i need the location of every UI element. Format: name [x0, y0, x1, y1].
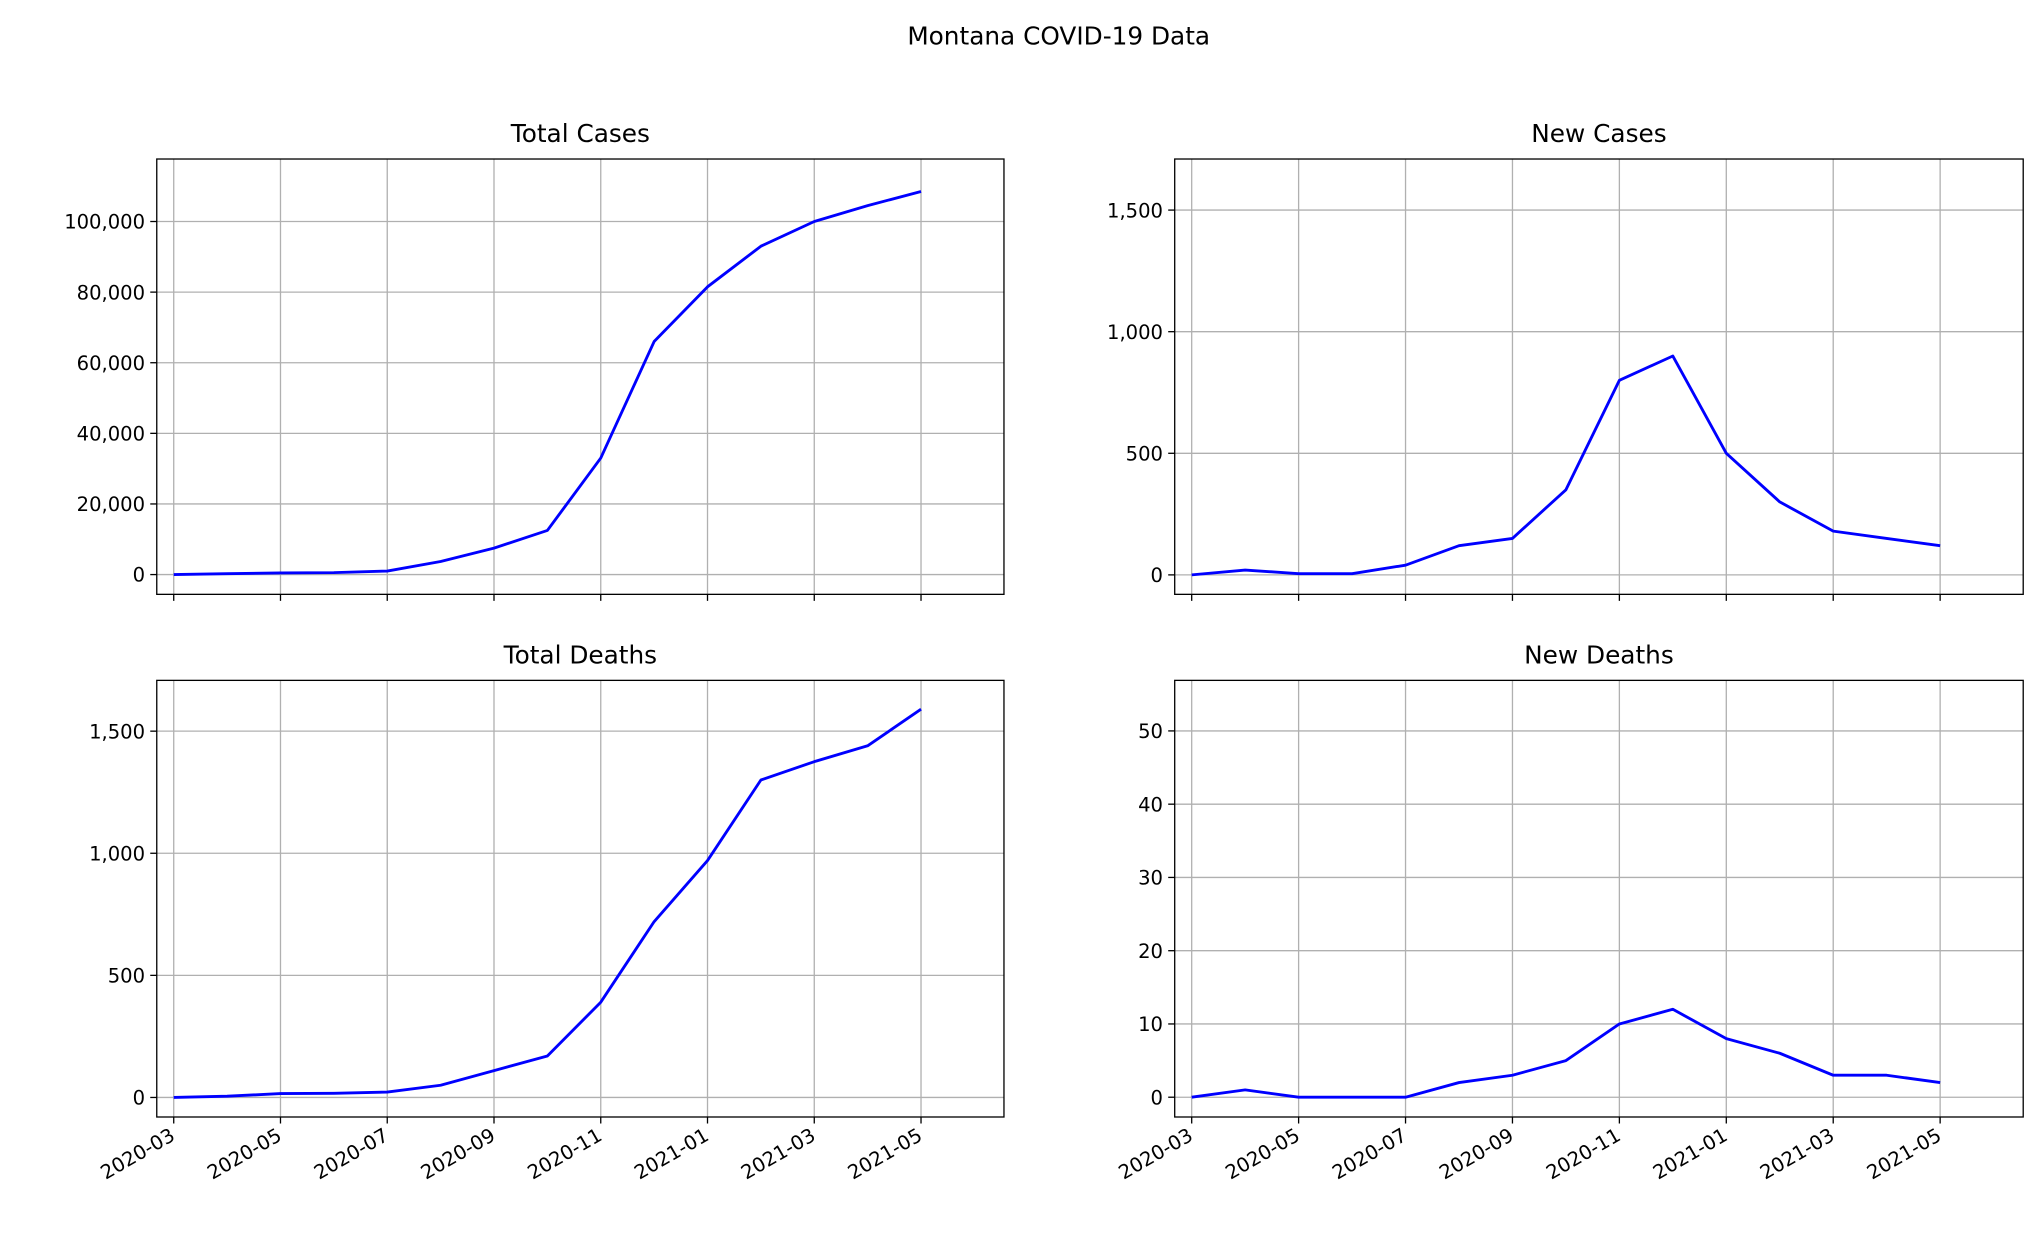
axes-frame — [1174, 679, 2024, 1118]
x-tick-label: 2020-05 — [1221, 1124, 1303, 1185]
figure-title: Montana COVID-19 Data — [907, 21, 1210, 50]
y-tick-label: 0 — [1151, 1086, 1163, 1109]
y-tick-label: 100,000 — [64, 211, 145, 234]
y-tick-label: 1,500 — [1107, 199, 1163, 222]
x-tick-label: 2021-01 — [1649, 1124, 1731, 1185]
subplot-title: Total Cases — [510, 119, 650, 148]
x-tick-label: 2020-03 — [97, 1124, 179, 1185]
y-tick-label: 500 — [108, 965, 145, 988]
data-line — [1191, 1007, 1941, 1099]
x-tick-label: 2020-07 — [1328, 1124, 1410, 1185]
y-tick-label: 20 — [1138, 940, 1163, 963]
y-tick-label: 0 — [133, 1087, 145, 1110]
data-line — [1191, 354, 1941, 577]
y-tick-label: 40,000 — [77, 423, 145, 446]
y-tick-label: 10 — [1138, 1013, 1163, 1036]
y-tick-label: 1,000 — [89, 842, 145, 865]
x-tick-label: 2020-11 — [1542, 1124, 1624, 1185]
x-tick-label: 2020-09 — [417, 1124, 499, 1185]
x-tick-label: 2021-01 — [630, 1124, 712, 1185]
x-tick-label: 2021-05 — [1863, 1124, 1945, 1185]
y-tick-label: 0 — [1151, 564, 1163, 587]
x-tick-label: 2020-07 — [310, 1124, 392, 1185]
y-tick-label: 0 — [133, 564, 145, 587]
y-tick-label: 80,000 — [77, 281, 145, 304]
x-tick-label: 2020-05 — [203, 1124, 285, 1185]
x-tick-label: 2020-03 — [1115, 1124, 1197, 1185]
y-tick-label: 60,000 — [77, 352, 145, 375]
subplot-title: New Deaths — [1524, 640, 1674, 669]
y-tick-label: 20,000 — [77, 493, 145, 516]
x-tick-label: 2021-03 — [1756, 1124, 1838, 1185]
x-tick-label: 2020-11 — [524, 1124, 606, 1185]
y-tick-label: 1,500 — [89, 720, 145, 743]
y-tick-label: 50 — [1138, 720, 1163, 743]
axes-frame — [156, 679, 1005, 1118]
subplot-title: Total Deaths — [503, 640, 657, 669]
x-tick-label: 2021-05 — [844, 1124, 926, 1185]
x-tick-label: 2021-03 — [737, 1124, 819, 1185]
y-tick-label: 500 — [1126, 442, 1163, 465]
subplot-title: New Cases — [1531, 119, 1666, 148]
axes-frame — [1174, 158, 2024, 595]
data-line — [173, 190, 922, 577]
y-tick-label: 30 — [1138, 867, 1163, 890]
axes-frame — [156, 158, 1005, 595]
y-tick-label: 40 — [1138, 793, 1163, 816]
x-tick-label: 2020-09 — [1435, 1124, 1517, 1185]
y-tick-label: 1,000 — [1107, 321, 1163, 344]
data-line — [173, 708, 922, 1099]
